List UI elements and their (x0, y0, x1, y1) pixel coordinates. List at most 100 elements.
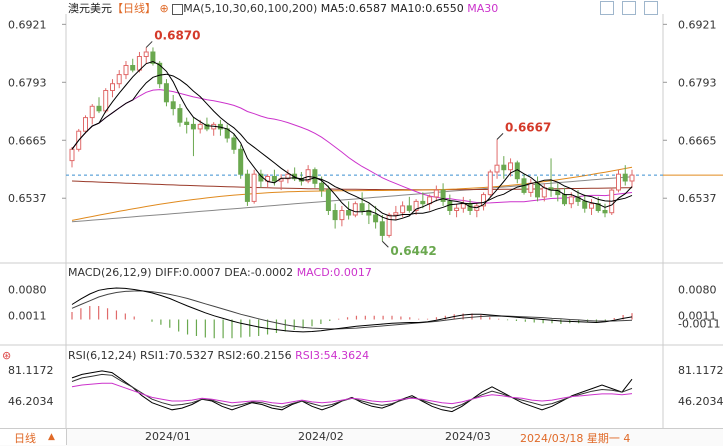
rsi-y-tick-right: 46.2034 (678, 395, 723, 408)
candle-down (190, 123, 196, 130)
candle-down (271, 176, 277, 182)
y-tick-left: 0.6921 (8, 18, 47, 31)
candle-down (170, 101, 176, 110)
candle-down (440, 189, 446, 202)
candle-down (312, 169, 318, 184)
candle-down (379, 221, 385, 236)
period-label[interactable]: 【日线】 (112, 2, 156, 15)
ma100-line (71, 180, 633, 191)
ma5-line (71, 60, 633, 221)
macd-dea-value: DEA:-0.0002 (224, 266, 294, 279)
macd-dea-line (71, 290, 633, 330)
candle-down (231, 137, 237, 150)
macd-definition: MACD(26,12,9) (68, 266, 152, 279)
candle-down (406, 205, 412, 211)
candle-down (96, 105, 102, 112)
date-tick-feb: 2024/02 (298, 430, 344, 443)
rsi2-value: RSI2:60.2156 (217, 349, 292, 362)
ma30-line (71, 89, 633, 204)
rsi-settings-icon[interactable]: ⊛ (2, 349, 12, 362)
crosshair-icon[interactable] (600, 1, 614, 15)
candle-up (393, 212, 399, 216)
period-switch-button[interactable]: 日线 ▲ (0, 429, 67, 445)
candle-down (157, 62, 163, 85)
candle-up (339, 210, 345, 221)
macd-y-tick-right: -0.0011 (678, 318, 720, 331)
candle-down (420, 200, 426, 205)
candle-down (238, 148, 244, 175)
candle-down (244, 173, 250, 202)
date-tick-jan: 2024/01 (145, 430, 191, 443)
rsi-definition: RSI(6,12,24) (68, 349, 137, 362)
candle-up (568, 196, 574, 205)
annotation-label: 0.6442 (390, 244, 436, 258)
candle-up (508, 162, 513, 171)
macd-header: MACD(26,12,9) DIFF:0.0007 DEA:-0.0002 MA… (68, 266, 372, 279)
candle-down (373, 214, 379, 223)
ma5-value: MA5:0.6587 (320, 2, 387, 15)
date-tick-mar: 2024/03 (445, 430, 491, 443)
ma10-value: MA10:0.6550 (390, 2, 464, 15)
candle-up (89, 105, 95, 119)
candle-up (69, 148, 75, 162)
annotation-pointer (496, 133, 504, 140)
ma30-label: MA30 (467, 2, 499, 15)
candle-down (150, 51, 156, 64)
candle-down (204, 123, 210, 130)
rsi3-line (71, 382, 633, 405)
ma-toggle-icon[interactable] (172, 3, 184, 15)
candle-down (163, 83, 169, 103)
y-tick-right: 0.6665 (678, 134, 717, 147)
add-indicator-icon[interactable]: ⊕ (159, 2, 169, 15)
candle-up (433, 189, 439, 198)
candle-up (413, 200, 419, 211)
macd-y-tick-right: 0.0011 (678, 309, 717, 322)
candle-up (116, 74, 122, 85)
candle-up (103, 90, 109, 112)
candle-down (582, 200, 588, 209)
annotation-pointer (145, 41, 153, 48)
candle-up (110, 83, 115, 91)
rsi1-line (71, 370, 633, 413)
candle-down (622, 173, 628, 182)
macd-diff-value: DIFF:0.0007 (155, 266, 221, 279)
candle-up (197, 123, 203, 130)
y-tick-right: 0.6921 (678, 18, 717, 31)
candle-down (319, 182, 325, 191)
candle-up (589, 203, 594, 209)
candle-down (501, 164, 507, 171)
zoom-in-icon[interactable] (622, 1, 636, 15)
zoom-out-icon[interactable] (644, 1, 658, 15)
candle-up (136, 56, 142, 71)
y-tick-left: 0.6537 (8, 192, 47, 205)
candle-up (460, 203, 466, 209)
macd-diff-line (71, 287, 633, 333)
annotation-pointer (382, 240, 389, 248)
candle-down (130, 65, 136, 71)
candle-down (359, 203, 365, 211)
candle-down (447, 200, 453, 211)
candle-up (487, 171, 493, 196)
candle-up (83, 117, 88, 132)
candle-down (325, 189, 331, 212)
macd-y-tick-left: 0.0080 (8, 284, 47, 297)
time-axis-bar (0, 428, 723, 446)
symbol-label: 澳元美元 (68, 2, 112, 15)
candle-down (562, 194, 567, 205)
annotation-label: 0.6667 (505, 120, 551, 134)
candle-up (352, 203, 358, 216)
candle-down (184, 121, 190, 125)
candle-up (541, 187, 547, 198)
dropdown-arrow-icon: ▲ (48, 432, 55, 442)
ma-definition: MA(5,10,30,60,100,200) (183, 2, 318, 15)
candle-down (535, 182, 540, 198)
candle-up (454, 207, 460, 211)
macd-histogram-value: MACD:0.0017 (296, 266, 372, 279)
candle-up (386, 214, 392, 236)
rsi-y-tick-left: 46.2034 (8, 395, 54, 408)
candle-up (400, 205, 406, 214)
ma10-line (71, 73, 633, 217)
candle-down (602, 210, 608, 214)
